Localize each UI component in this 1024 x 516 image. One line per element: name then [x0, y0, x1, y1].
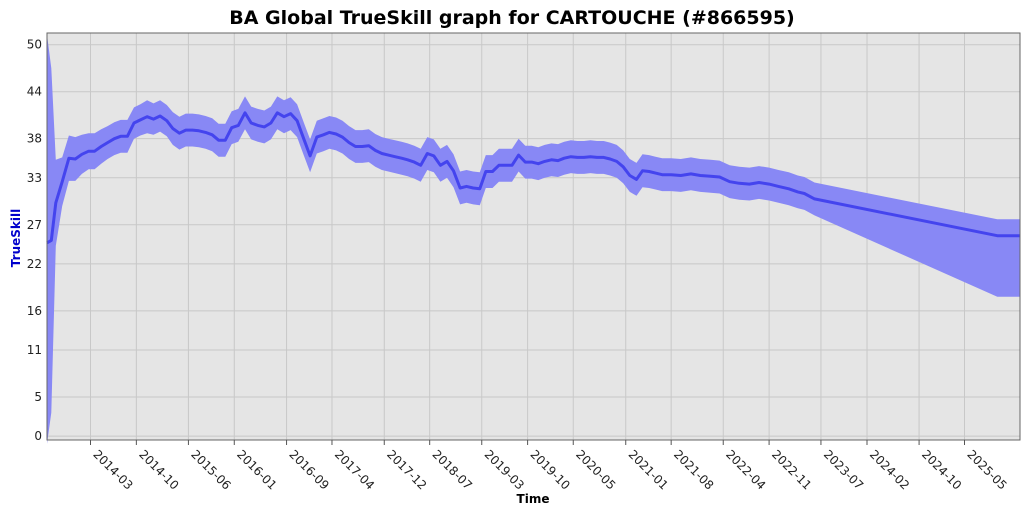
x-tick-label: 2017-04: [332, 447, 377, 492]
x-tick-label: 2022-11: [769, 447, 814, 492]
x-tick-label: 2025-05: [964, 447, 1009, 492]
x-axis-ticks: 2014-03 2014-10 2015-06 2016-01 2016-09 2017-…: [89, 440, 1010, 493]
plot-area: [46, 32, 1021, 444]
y-axis-label: TrueSkill: [9, 209, 23, 267]
plot-background: [47, 33, 1020, 440]
y-tick-label: 50: [27, 38, 42, 52]
x-tick-label: 2016-01: [234, 447, 279, 492]
x-tick-label: 2021-01: [626, 447, 671, 492]
y-tick-label: 38: [27, 132, 42, 146]
x-tick-label: 2015-06: [188, 447, 233, 492]
y-tick-label: 0: [34, 429, 42, 443]
x-tick-label: 2019-03: [482, 447, 527, 492]
x-tick-label: 2024-10: [919, 447, 964, 492]
x-tick-label: 2020-05: [573, 447, 618, 492]
y-tick-label: 5: [34, 390, 42, 404]
plot-frame: [46, 32, 1021, 441]
x-tick-label: 2014-03: [90, 447, 135, 492]
x-tick-label: 2022-04: [723, 447, 768, 492]
x-tick-label: 2014-10: [136, 447, 181, 492]
y-tick-label: 33: [27, 171, 42, 185]
x-tick-label: 2017-12: [384, 447, 429, 492]
trueskill-line: [46, 111, 1020, 245]
x-axis-label: Time: [517, 492, 550, 506]
y-tick-label: 27: [27, 218, 42, 232]
y-tick-label: 11: [27, 343, 42, 357]
x-tick-label: 2019-10: [527, 447, 572, 492]
y-tick-label: 22: [27, 257, 42, 271]
x-tick-label: 2018-07: [430, 447, 475, 492]
x-tick-label: 2024-02: [867, 447, 912, 492]
y-tick-label: 44: [27, 85, 42, 99]
y-tick-label: 16: [27, 304, 42, 318]
x-tick-label: 2021-08: [671, 447, 716, 492]
x-tick-label: 2023-07: [821, 447, 866, 492]
y-axis-ticks: 0 5 11 16 22 27 33 38 44 50: [27, 38, 42, 443]
x-tick-label: 2016-09: [286, 447, 331, 492]
chart-title: BA Global TrueSkill graph for CARTOUCHE …: [229, 7, 795, 29]
